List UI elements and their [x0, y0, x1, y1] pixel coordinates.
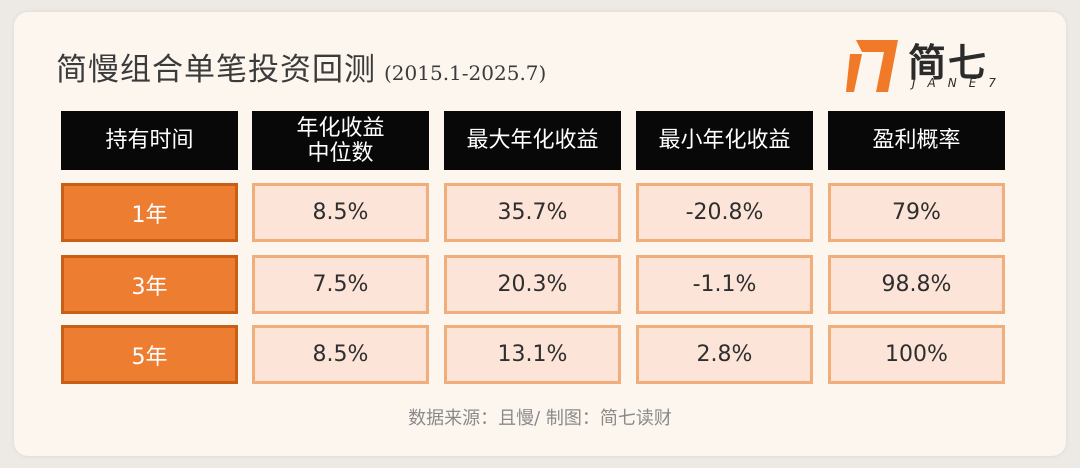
table-cell: 100% — [828, 325, 1005, 384]
logo-mark-icon — [846, 40, 898, 92]
table-cell: 2.8% — [636, 325, 813, 384]
row-label-cell: 3年 — [61, 255, 238, 314]
row-label-cell: 1年 — [61, 183, 238, 242]
title-area: 简慢组合单笔投资回测 (2015.1-2025.7) — [56, 44, 546, 89]
logo-text: 简七 — [908, 41, 989, 85]
chart-title: 简慢组合单笔投资回测 — [56, 52, 376, 88]
table-cell: 13.1% — [444, 325, 621, 384]
table-cell: 98.8% — [828, 255, 1005, 314]
table-cell: 35.7% — [444, 183, 621, 242]
logo-subtext: JANE7 — [912, 76, 1008, 90]
table-cell: 7.5% — [252, 255, 429, 314]
column-header: 最小年化收益 — [636, 111, 813, 170]
table-cell: 8.5% — [252, 325, 429, 384]
column-header: 持有时间 — [61, 111, 238, 170]
chart-subtitle: (2015.1-2025.7) — [384, 61, 547, 85]
table-cell: 79% — [828, 183, 1005, 242]
column-header: 年化收益 中位数 — [252, 111, 429, 170]
column-header: 最大年化收益 — [444, 111, 621, 170]
table-cell: 8.5% — [252, 183, 429, 242]
column-header: 盈利概率 — [828, 111, 1005, 170]
table-cell: 20.3% — [444, 255, 621, 314]
table-cell: -20.8% — [636, 183, 813, 242]
source-note: 数据来源：且慢/ 制图：简七读财 — [408, 408, 672, 429]
table-cell: -1.1% — [636, 255, 813, 314]
brand-logo: 简七 JANE7 — [846, 30, 1006, 100]
row-label-cell: 5年 — [61, 325, 238, 384]
